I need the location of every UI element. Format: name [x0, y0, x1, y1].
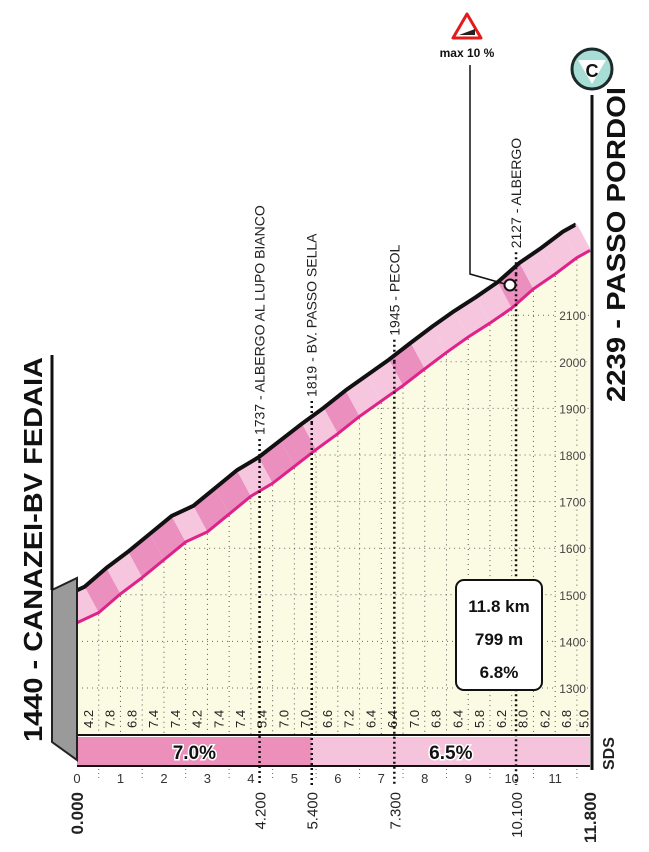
segment-gradient-label: 6.4 [385, 710, 400, 728]
segment-gradient-label: 5.0 [576, 710, 591, 728]
profile-line [76, 249, 591, 625]
segment-gradient-label: 7.4 [211, 710, 226, 728]
segment-gradient-label: 6.6 [320, 710, 335, 728]
segment-gradient-label: 7.4 [146, 710, 161, 728]
distance-label: 10.100 [509, 792, 526, 838]
segment-gradient-label: 7.4 [233, 710, 248, 728]
x-tick-label: 10 [504, 771, 518, 786]
y-tick-label: 1900 [559, 402, 586, 416]
y-tick-label: 1600 [559, 542, 586, 556]
sector-gradient-bar: 7.0% 6.5% [77, 737, 590, 767]
distance-label: 0.000 [68, 792, 87, 835]
distance-label: 7.300 [387, 792, 404, 830]
y-tick-bg [555, 401, 586, 416]
segment-gradient-label: 6.2 [537, 710, 552, 728]
sector-label: 6.5% [429, 743, 472, 764]
y-tick-bg [555, 308, 586, 323]
ribbon-segment [171, 505, 208, 542]
segment-gradient-label: 6.4 [363, 710, 378, 728]
segment-gradient-label: 7.2 [342, 710, 357, 728]
y-tick-bg [555, 681, 586, 695]
y-tick-labels: 1300 1400 1500 1600 1700 1800 1900 2000 2100 [555, 308, 586, 696]
waypoint-label: 2127 - ALBERGO [508, 138, 524, 249]
segment-gradient-label: 7.4 [168, 710, 183, 728]
profile-ribbon [62, 222, 591, 625]
y-tick-bg [555, 494, 586, 509]
segment-gradient-label: 7.0 [298, 710, 313, 728]
x-tick-label: 4 [247, 771, 254, 786]
max-gradient-icon [451, 12, 483, 40]
y-tick-label: 1700 [559, 496, 586, 510]
x-tick-label: 7 [378, 771, 385, 786]
segment-gradient-label: 6.2 [494, 710, 509, 728]
segment-gradient-label: 6.4 [450, 710, 465, 728]
y-tick-label: 1300 [559, 682, 586, 696]
segment-gradient-label: 5.4 [255, 710, 270, 728]
sector-label: 7.0% [173, 743, 216, 764]
y-tick-bg [555, 541, 586, 556]
distance-label: 11.800 [581, 792, 600, 843]
category-label: C [586, 61, 599, 81]
summary-distance: 11.8 km [468, 597, 529, 616]
y-tick-label: 1400 [559, 635, 586, 649]
y-tick-label: 1800 [559, 449, 586, 463]
waypoint-label: 1819 - BV. PASSO SELLA [304, 233, 320, 397]
sector-bar [311, 737, 590, 765]
segment-gradient-label: 6.8 [124, 710, 139, 728]
summary-average: 6.8% [480, 663, 519, 682]
max-gradient-point [503, 278, 517, 292]
x-tick-label: 5 [291, 771, 298, 786]
x-tick-label: 2 [160, 771, 167, 786]
y-tick-label: 2100 [559, 309, 586, 323]
summary-gain: 799 m [475, 630, 523, 649]
segment-gradient-label: 6.8 [429, 710, 444, 728]
y-tick-bg [555, 634, 586, 649]
y-tick-bg [555, 354, 586, 369]
start-wall [51, 576, 78, 762]
segment-gradient-label: 7.8 [103, 710, 118, 728]
x-tick-label: 1 [117, 771, 124, 786]
segment-gradient-label: 4.2 [190, 710, 205, 728]
ribbon-end [575, 223, 591, 251]
x-tick-label: 3 [204, 771, 211, 786]
x-tick-label: 11 [548, 771, 562, 786]
segment-gradient-label: 4.2 [81, 710, 96, 728]
y-tick-bg [555, 587, 586, 602]
max-gradient-pointer [469, 65, 506, 285]
segment-gradient-label: 7.0 [276, 710, 291, 728]
x-tick-label: 6 [334, 771, 341, 786]
summary-box: 11.8 km 799 m 6.8% [455, 579, 543, 691]
y-tick-bg [555, 448, 586, 462]
waypoint-label: 1737 - ALBERGO AL LUPO BIANCO [252, 205, 268, 435]
distance-label: 5.400 [305, 792, 322, 830]
segment-gradient-label: 6.8 [559, 710, 574, 728]
start-label: 1440 - CANAZEI-BV FEDAIA [18, 357, 48, 742]
x-tick-label: 8 [421, 771, 428, 786]
distance-labels: 0.000 4.200 5.400 7.300 10.100 11.800 [68, 792, 600, 843]
max-gradient-label: max 10 % [440, 46, 495, 60]
y-tick-label: 1500 [559, 589, 586, 603]
segment-gradient-label: 7.0 [407, 710, 422, 728]
y-tick-label: 2000 [559, 356, 586, 370]
distance-label: 4.200 [253, 792, 270, 830]
sector-bar [77, 737, 312, 765]
ribbon-segment [562, 224, 590, 258]
category-badge: C [570, 47, 614, 91]
sds-logo: SDS [601, 737, 618, 770]
segment-gradient-label: 8.0 [516, 710, 531, 728]
x-tick-label: 0 [73, 771, 80, 786]
waypoint-label: 1945 - PECOL [386, 244, 402, 335]
x-axis: 0 1 2 3 4 5 6 7 8 9 10 11 [73, 769, 578, 786]
x-tick-label: 9 [465, 771, 472, 786]
finish-label: 2239 - PASSO PORDOI [601, 87, 631, 402]
segment-gradient-label: 5.8 [472, 710, 487, 728]
segment-gradients: 4.2 7.8 6.8 7.4 7.4 4.2 7.4 7.4 5.4 7.0 7.0 6.6 7.2 6… [77, 710, 591, 736]
waypoints: 1737 - ALBERGO AL LUPO BIANCO 1819 - BV. … [252, 138, 524, 785]
